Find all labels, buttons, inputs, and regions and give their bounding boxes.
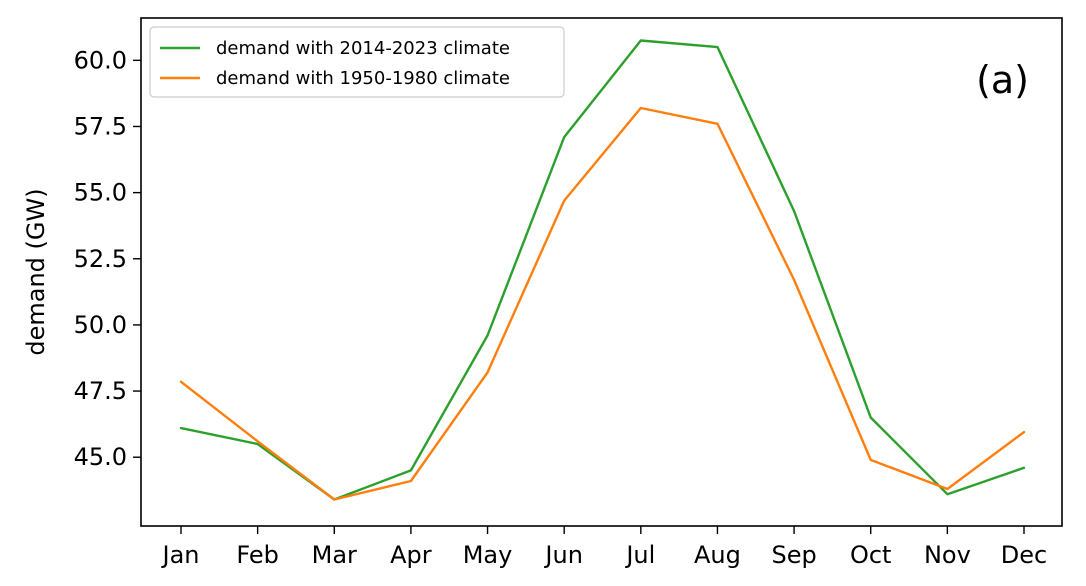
x-tick-label-oct: Oct (850, 541, 892, 569)
y-tick-label: 52.5 (74, 245, 127, 273)
y-tick-label: 47.5 (74, 377, 127, 405)
series-lines (179, 39, 1026, 501)
series-line-1 (179, 39, 1026, 501)
series-line-2 (179, 106, 1026, 501)
x-tick-label-mar: Mar (312, 541, 357, 569)
y-axis-label: demand (GW) (22, 188, 50, 355)
y-tick-label: 60.0 (74, 46, 127, 74)
y-tick-label: 45.0 (74, 443, 127, 471)
x-tick-label-feb: Feb (236, 541, 279, 569)
legend: demand with 2014-2023 climate demand with… (149, 26, 565, 98)
x-axis-ticks: Jan Feb Mar Apr May Jun Jul Aug Sep Oct Nov Dec (161, 526, 1047, 569)
y-tick-label: 50.0 (74, 311, 127, 339)
legend-items: demand with 2014-2023 climate demand with… (160, 38, 510, 89)
x-tick-label-may: May (463, 541, 513, 569)
x-tick-label-jun: Jun (543, 541, 583, 569)
x-tick-label-jan: Jan (161, 541, 200, 569)
x-tick-label-dec: Dec (1001, 541, 1047, 569)
plot-frame (140, 17, 1063, 527)
x-tick-label-apr: Apr (390, 541, 432, 569)
legend-label-1: demand with 2014-2023 climate (216, 38, 510, 59)
y-tick-label: 55.0 (74, 179, 127, 207)
y-axis-ticks: 45.0 47.5 50.0 52.5 55.0 57.5 60.0 (74, 46, 141, 471)
x-tick-label-aug: Aug (694, 541, 741, 569)
panel-label: (a) (976, 58, 1029, 102)
legend-box (149, 26, 565, 98)
x-tick-label-sep: Sep (771, 541, 816, 569)
x-tick-label-jul: Jul (624, 541, 655, 569)
y-tick-label: 57.5 (74, 112, 127, 140)
legend-label-2: demand with 1950-1980 climate (216, 68, 510, 89)
x-tick-label-nov: Nov (924, 541, 971, 569)
